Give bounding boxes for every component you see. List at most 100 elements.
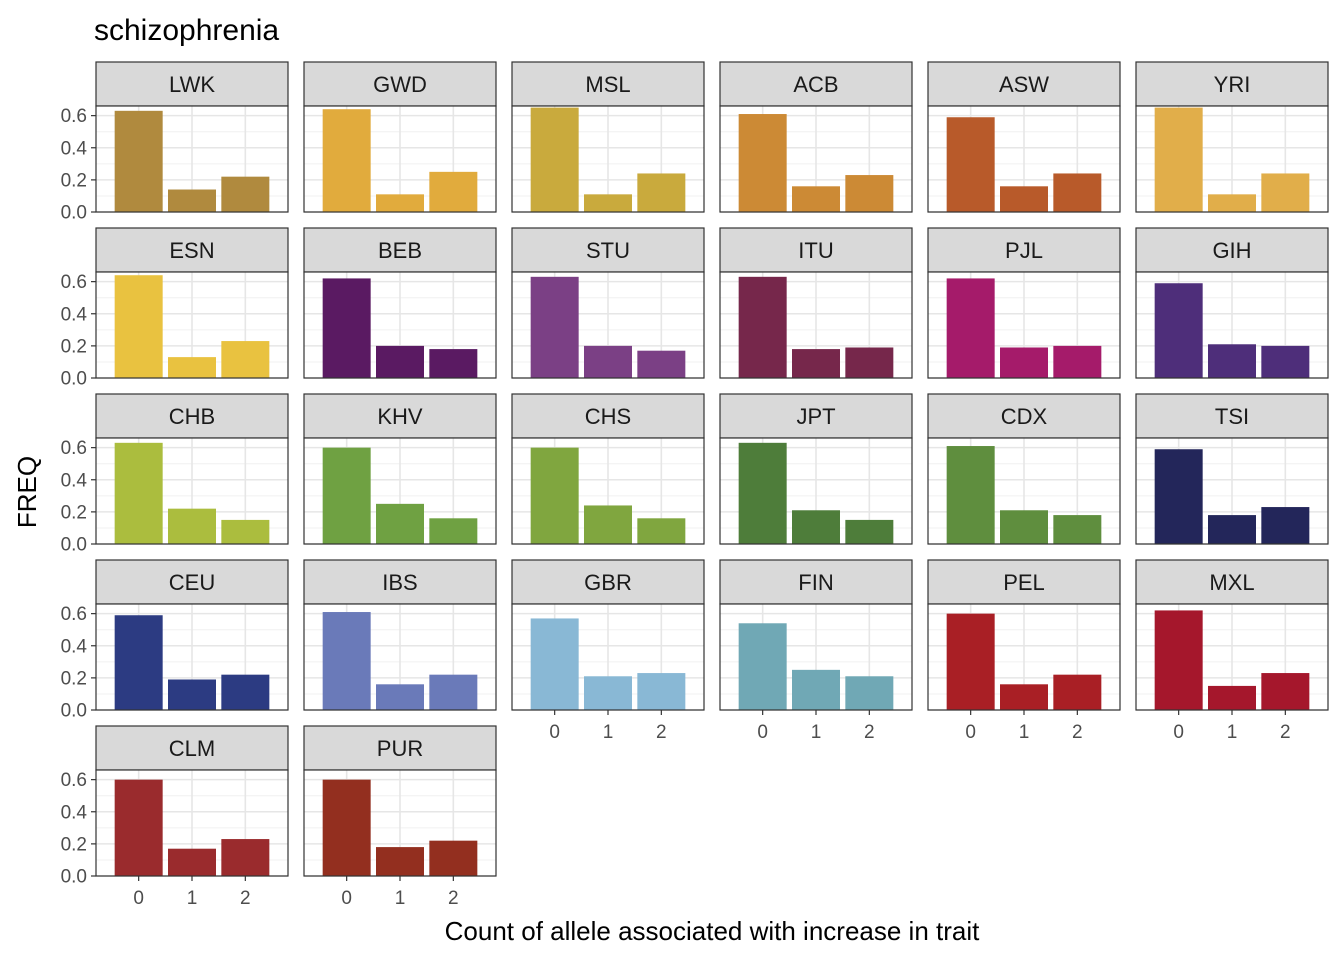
facet-strip xyxy=(927,61,1121,107)
x-tick-label: 1 xyxy=(187,888,198,909)
bar-beb-0 xyxy=(322,278,371,378)
facet-panel-chs: CHS xyxy=(511,393,705,545)
facet-strip xyxy=(95,227,289,273)
x-tick-label: 0 xyxy=(965,722,976,743)
facet-strip xyxy=(1135,227,1329,273)
y-tick-label: 0.2 xyxy=(61,834,87,855)
bar-beb-1 xyxy=(376,345,424,378)
bar-cdx-2 xyxy=(1053,515,1102,544)
facet-panel-gih: GIH xyxy=(1135,227,1329,379)
bar-pur-0 xyxy=(322,779,371,876)
y-tick-label: 0.2 xyxy=(61,336,87,357)
bar-gwd-0 xyxy=(322,109,371,212)
y-tick-label: 0.0 xyxy=(61,535,87,556)
bar-asw-1 xyxy=(1000,186,1048,212)
facet-panel-clm: CLM 0.0 0.2 0.4 0.6 0 1 2 xyxy=(61,725,289,909)
facet-label: CHS xyxy=(585,404,631,429)
x-tick-label: 2 xyxy=(240,888,251,909)
bar-asw-0 xyxy=(946,117,995,212)
panel-border xyxy=(95,437,289,545)
bar-stu-0 xyxy=(530,276,579,378)
facet-panel-ibs: IBS xyxy=(303,559,497,711)
bar-clm-1 xyxy=(168,848,216,876)
facet-panels: LWK 0.0 0.2 0.4 0.6 GWD MSL ACB ASW YRI ESN 0.0 0.2 0… xyxy=(61,61,1329,909)
bar-mxl-0 xyxy=(1154,610,1203,710)
facet-label: IBS xyxy=(382,570,417,595)
bar-gwd-1 xyxy=(376,194,424,212)
facet-label: YRI xyxy=(1214,72,1251,97)
facet-panel-msl: MSL xyxy=(511,61,705,213)
y-tick-label: 0.2 xyxy=(61,668,87,689)
facet-panel-beb: BEB xyxy=(303,227,497,379)
facet-panel-pel: PEL 0 1 2 xyxy=(927,559,1121,743)
facet-label: FIN xyxy=(798,570,833,595)
facet-panel-jpt: JPT xyxy=(719,393,913,545)
bar-gbr-2 xyxy=(637,673,686,710)
bar-ceu-1 xyxy=(168,679,216,710)
bar-ceu-0 xyxy=(114,615,163,710)
facet-panel-lwk: LWK 0.0 0.2 0.4 0.6 xyxy=(61,61,289,224)
y-tick-label: 0.4 xyxy=(61,138,88,159)
panel-border xyxy=(511,271,705,379)
bar-chb-2 xyxy=(221,519,270,544)
panel-border xyxy=(719,105,913,213)
y-tick-label: 0.6 xyxy=(61,106,87,127)
bar-stu-2 xyxy=(637,350,686,378)
bar-fin-1 xyxy=(792,669,840,710)
facet-label: TSI xyxy=(1215,404,1249,429)
facet-panel-asw: ASW xyxy=(927,61,1121,213)
bar-itu-1 xyxy=(792,349,840,378)
y-tick-label: 0.4 xyxy=(61,802,88,823)
panel-border xyxy=(303,437,497,545)
bar-pel-1 xyxy=(1000,684,1048,710)
panel-border xyxy=(303,603,497,711)
facet-label: KHV xyxy=(377,404,423,429)
bar-msl-2 xyxy=(637,173,686,212)
facet-label: BEB xyxy=(378,238,422,263)
facet-strip xyxy=(95,725,289,771)
bar-acb-0 xyxy=(738,114,787,212)
facet-label: ESN xyxy=(169,238,214,263)
facet-panel-cdx: CDX xyxy=(927,393,1121,545)
facet-strip xyxy=(95,61,289,107)
facet-strip xyxy=(719,559,913,605)
bar-chs-1 xyxy=(584,505,632,544)
facet-label: ITU xyxy=(798,238,833,263)
bar-chb-1 xyxy=(168,508,216,544)
bar-msl-0 xyxy=(530,107,579,212)
facet-panel-fin: FIN 0 1 2 xyxy=(719,559,913,743)
facet-strip xyxy=(1135,61,1329,107)
panel-border xyxy=(511,105,705,213)
bar-ibs-0 xyxy=(322,612,371,710)
facet-strip xyxy=(303,725,497,771)
bar-gbr-1 xyxy=(584,676,632,710)
x-tick-label: 0 xyxy=(133,888,144,909)
bar-acb-2 xyxy=(845,175,894,212)
y-axis-title: FREQ xyxy=(12,456,42,528)
bar-chs-2 xyxy=(637,518,686,544)
bar-tsi-1 xyxy=(1208,515,1256,544)
y-tick-label: 0.0 xyxy=(61,369,87,390)
facet-panel-gwd: GWD xyxy=(303,61,497,213)
bar-clm-0 xyxy=(114,779,163,876)
facet-label: CDX xyxy=(1001,404,1048,429)
facet-panel-yri: YRI xyxy=(1135,61,1329,213)
panel-border xyxy=(927,437,1121,545)
bar-jpt-2 xyxy=(845,519,894,544)
bar-khv-2 xyxy=(429,518,478,544)
bar-mxl-1 xyxy=(1208,685,1256,710)
y-tick-label: 0.4 xyxy=(61,636,88,657)
facet-label: PUR xyxy=(377,736,423,761)
y-tick-label: 0.6 xyxy=(61,272,87,293)
bar-clm-2 xyxy=(221,839,270,876)
facet-label: LWK xyxy=(169,72,215,97)
x-tick-label: 1 xyxy=(395,888,406,909)
bar-tsi-0 xyxy=(1154,449,1203,544)
bar-lwk-0 xyxy=(114,110,163,212)
panel-border xyxy=(95,105,289,213)
bar-jpt-1 xyxy=(792,510,840,544)
bar-pur-1 xyxy=(376,847,424,876)
bar-chb-0 xyxy=(114,442,163,544)
facet-strip xyxy=(511,559,705,605)
panel-border xyxy=(1135,271,1329,379)
